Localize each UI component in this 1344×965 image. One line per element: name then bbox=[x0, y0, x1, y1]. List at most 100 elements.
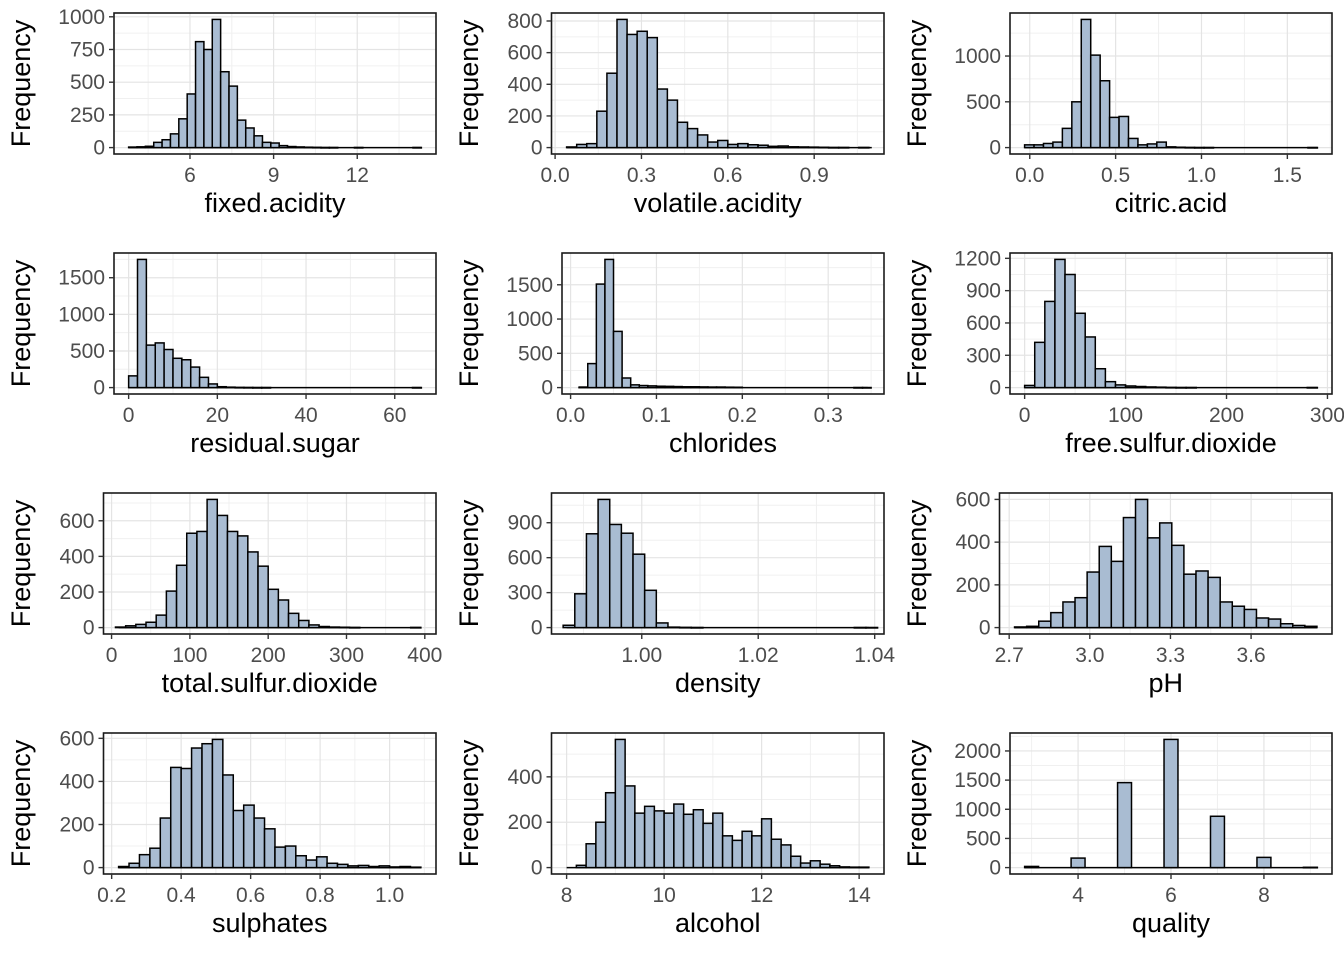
histogram-bar bbox=[757, 144, 769, 149]
y-tick-label: 0 bbox=[93, 137, 105, 160]
histogram-bar bbox=[128, 862, 141, 869]
histogram-bar bbox=[562, 624, 576, 629]
x-axis: 0 100 200 300 400 bbox=[106, 634, 442, 667]
histogram-bar bbox=[1243, 608, 1258, 629]
histogram-bar bbox=[1064, 273, 1076, 389]
histogram-bar bbox=[136, 258, 148, 389]
histogram-bars bbox=[562, 498, 879, 629]
histogram-bar bbox=[585, 843, 597, 869]
histogram-bar bbox=[149, 847, 162, 869]
histogram-bar bbox=[643, 805, 656, 869]
y-tick-label: 900 bbox=[507, 512, 542, 535]
histogram-bar bbox=[1086, 571, 1100, 629]
y-tick-label: 600 bbox=[955, 488, 990, 511]
x-axis-title: quality bbox=[1132, 908, 1211, 938]
histogram-bar bbox=[297, 619, 310, 629]
y-tick-label: 0 bbox=[93, 377, 105, 400]
histogram-bar bbox=[1146, 537, 1161, 629]
y-tick-label: 0 bbox=[979, 617, 991, 640]
histogram-bar bbox=[1074, 596, 1088, 629]
y-axis: 0 300 600 900 1200 bbox=[954, 247, 1010, 400]
histogram-bar bbox=[318, 625, 331, 629]
x-tick-label: 0 bbox=[123, 404, 135, 427]
histogram-bars bbox=[1023, 18, 1319, 149]
histogram-bar bbox=[244, 127, 255, 149]
x-tick-label: 0.1 bbox=[642, 404, 671, 427]
histogram-bar bbox=[1267, 618, 1282, 629]
histogram-panel-density: 1.00 1.02 1.04 0 300 600 900 density Frequency bbox=[448, 480, 896, 720]
histogram-bar bbox=[1080, 18, 1092, 149]
y-tick-label: 500 bbox=[966, 827, 1001, 850]
histogram-panel-free.sulfur.dioxide: 0 100 200 300 0 300 600 900 1200 free.sulfur.diox… bbox=[896, 240, 1344, 480]
histogram-bar bbox=[575, 143, 588, 149]
histogram-svg-citric.acid: 0.0 0.5 1.0 1.5 0 500 1000 citric.acid Frequency bbox=[902, 12, 1333, 218]
histogram-bar bbox=[278, 144, 289, 149]
panel-border bbox=[102, 492, 437, 635]
histogram-bar bbox=[724, 386, 735, 389]
histogram-bar bbox=[286, 145, 297, 149]
histogram-bar bbox=[690, 626, 704, 629]
histogram-bar bbox=[409, 626, 422, 629]
histogram-bar bbox=[853, 626, 867, 629]
histogram-bar bbox=[219, 70, 230, 149]
histogram-bar bbox=[629, 384, 641, 389]
histogram-panel-sulphates: 0.2 0.4 0.6 0.8 1.0 0 200 400 600 sulphates Freque… bbox=[0, 720, 448, 960]
histogram-bar bbox=[858, 866, 870, 869]
y-axis: 0 500 1000 1500 bbox=[506, 274, 562, 400]
histogram-bars bbox=[1023, 258, 1319, 389]
histogram-bar bbox=[853, 386, 864, 389]
x-axis: 0.2 0.4 0.6 0.8 1.0 bbox=[97, 874, 404, 907]
histogram-bar bbox=[295, 854, 307, 869]
y-axis-title: Frequency bbox=[902, 19, 932, 147]
y-tick-label: 1000 bbox=[954, 45, 1001, 68]
histogram-bar bbox=[411, 386, 423, 389]
histogram-bar bbox=[135, 623, 147, 629]
panel-border bbox=[561, 252, 885, 395]
histogram-bar bbox=[858, 146, 870, 149]
histogram-bar bbox=[797, 146, 810, 149]
y-axis-title: Frequency bbox=[6, 19, 36, 147]
y-tick-label: 1500 bbox=[954, 769, 1001, 792]
x-tick-label: 8 bbox=[1258, 884, 1270, 907]
histogram-bar bbox=[737, 142, 749, 149]
panel-border bbox=[113, 12, 437, 155]
x-tick-label: 3.0 bbox=[1075, 644, 1104, 667]
histogram-bar bbox=[608, 523, 623, 629]
histogram-bar bbox=[838, 866, 851, 869]
histogram-bar bbox=[596, 110, 608, 149]
histogram-bar bbox=[1306, 386, 1319, 389]
histogram-bar bbox=[1137, 144, 1149, 149]
x-tick-label: 0.6 bbox=[236, 884, 265, 907]
histogram-bar bbox=[311, 146, 322, 149]
y-tick-label: 400 bbox=[507, 766, 542, 789]
histogram-bar bbox=[263, 828, 276, 869]
histogram-bar bbox=[181, 359, 192, 389]
minor-gridlines bbox=[114, 13, 436, 154]
x-axis-title: total.sulfur.dioxide bbox=[162, 668, 378, 698]
histogram-bar bbox=[614, 738, 626, 869]
histogram-bar bbox=[274, 846, 287, 869]
histogram-bar bbox=[706, 141, 719, 149]
histogram-bar bbox=[1304, 625, 1318, 629]
histogram-bar bbox=[190, 747, 203, 869]
x-tick-label: 0.3 bbox=[627, 164, 656, 187]
histogram-bar bbox=[712, 812, 724, 869]
x-axis-title: free.sulfur.dioxide bbox=[1065, 428, 1277, 458]
y-tick-label: 200 bbox=[59, 581, 94, 604]
histogram-bar bbox=[1185, 386, 1197, 389]
histogram-bar bbox=[1023, 384, 1036, 389]
histogram-bar bbox=[646, 36, 659, 149]
y-tick-label: 0 bbox=[989, 857, 1001, 880]
histogram-bar bbox=[621, 377, 632, 389]
histogram-bar bbox=[178, 118, 188, 149]
histogram-bar bbox=[1307, 146, 1319, 149]
histogram-bar bbox=[1145, 386, 1157, 389]
x-axis: 2.7 3.0 3.3 3.6 bbox=[995, 634, 1266, 667]
histogram-bar bbox=[145, 621, 157, 629]
y-tick-label: 400 bbox=[955, 531, 990, 554]
histogram-bar bbox=[1023, 865, 1040, 869]
y-tick-label: 750 bbox=[70, 38, 105, 61]
x-tick-label: 200 bbox=[251, 644, 286, 667]
histogram-bars bbox=[114, 498, 422, 629]
histogram-bar bbox=[203, 48, 214, 149]
